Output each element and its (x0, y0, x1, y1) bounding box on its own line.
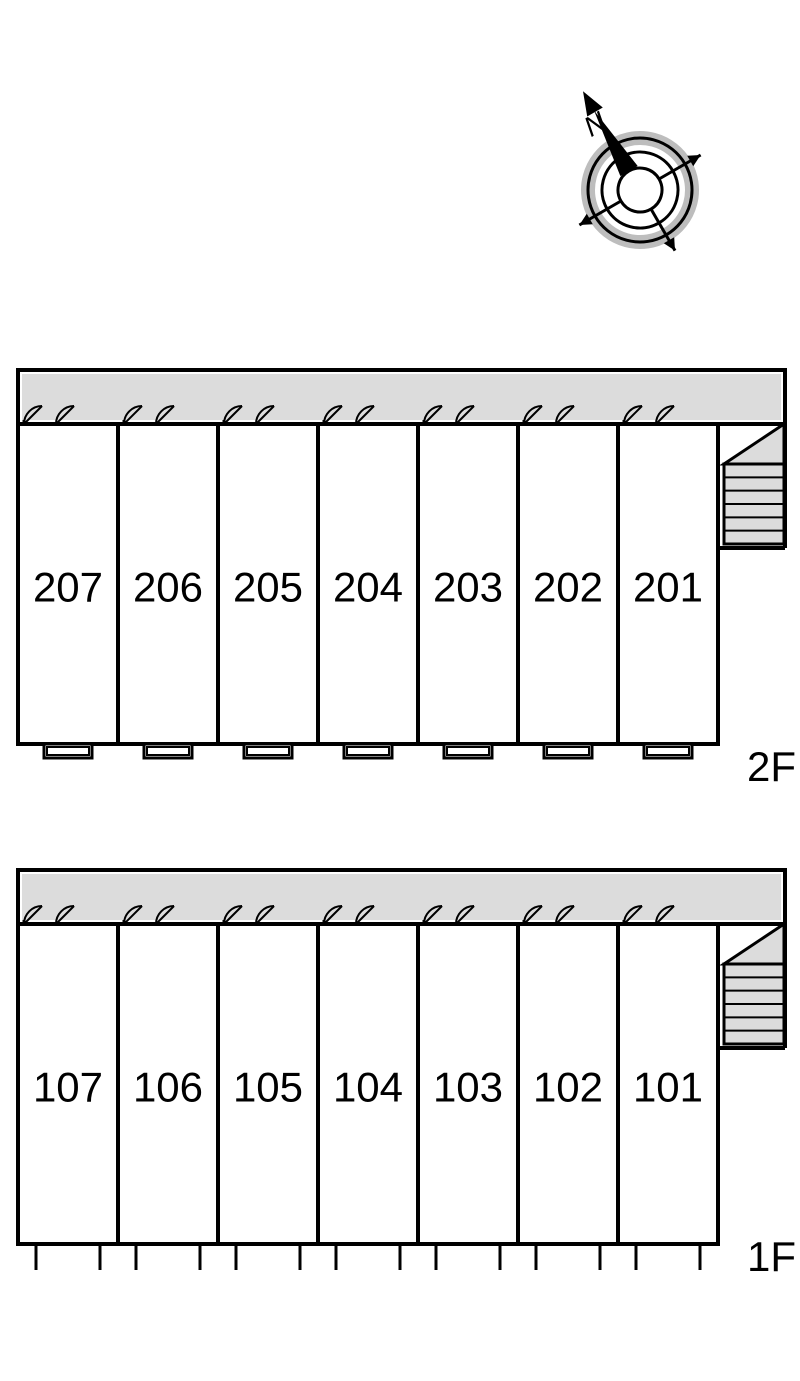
unit-label-201: 201 (633, 563, 703, 610)
floor-2f: 207 206 205 204 203 202 201 2F (18, 370, 796, 790)
unit-label-202: 202 (533, 563, 603, 610)
floor-label-1f: 1F (747, 1233, 796, 1280)
floor-1f: 107 106 105 104 103 102 101 1F (18, 870, 796, 1280)
unit-label-204: 204 (333, 563, 403, 610)
floorplan-diagram: N2072062052042032022012F1071061051041031… (0, 0, 800, 1381)
unit-label-104: 104 (333, 1063, 403, 1110)
unit-label-205: 205 (233, 563, 303, 610)
unit-label-106: 106 (133, 1063, 203, 1110)
floor-label-2f: 2F (747, 743, 796, 790)
unit-label-107: 107 (33, 1063, 103, 1110)
unit-label-105: 105 (233, 1063, 303, 1110)
unit-label-206: 206 (133, 563, 203, 610)
unit-label-101: 101 (633, 1063, 703, 1110)
unit-label-102: 102 (533, 1063, 603, 1110)
unit-label-207: 207 (33, 563, 103, 610)
unit-label-103: 103 (433, 1063, 503, 1110)
unit-label-203: 203 (433, 563, 503, 610)
